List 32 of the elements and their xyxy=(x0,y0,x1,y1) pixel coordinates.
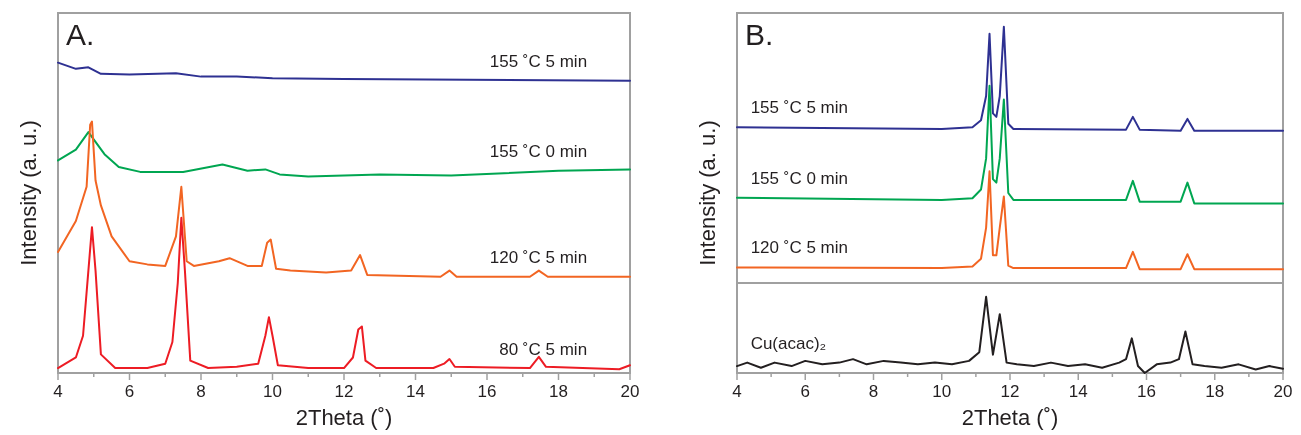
chart-title: B. xyxy=(745,18,774,51)
x-tick-label: 6 xyxy=(124,382,135,401)
x-tick-label: 4 xyxy=(53,382,63,401)
x-tick-label: 10 xyxy=(263,382,282,401)
series-label: 155 ˚C 5 min xyxy=(489,51,588,71)
x-tick-label: 8 xyxy=(868,382,879,401)
x-tick-label: 20 xyxy=(620,382,640,401)
series-label: 155 ˚C 5 min xyxy=(750,98,848,118)
x-tick-label: 10 xyxy=(932,382,952,401)
x-tick-label: 4 xyxy=(732,382,742,401)
x-tick-label: 6 xyxy=(800,382,810,401)
series-label: 155 ˚C 0 min xyxy=(750,168,848,188)
x-tick-label: 16 xyxy=(477,382,497,401)
x-tick-label: 14 xyxy=(406,382,425,401)
x-tick-label: 8 xyxy=(196,382,206,401)
chart-title: A. xyxy=(66,18,95,51)
x-tick-label: 12 xyxy=(334,382,354,401)
x-tick-label: 20 xyxy=(1273,382,1293,401)
x-tick-label: 16 xyxy=(1137,382,1156,401)
x-tick-label: 18 xyxy=(1205,382,1225,401)
x-axis-title: 2Theta (˚) xyxy=(295,405,393,430)
y-axis-title: Intensity (a. u.) xyxy=(695,120,720,266)
x-tick-label: 12 xyxy=(1000,382,1020,401)
y-axis-title: Intensity (a. u.) xyxy=(16,120,41,266)
x-axis-title: 2Theta (˚) xyxy=(961,405,1059,430)
series-label: 155 ˚C 0 min xyxy=(489,141,588,161)
series-label: 120 ˚C 5 min xyxy=(489,247,588,267)
series-label: Cu(acac)₂ xyxy=(750,333,827,353)
series-label: 120 ˚C 5 min xyxy=(750,238,848,258)
x-tick-label: 18 xyxy=(549,382,568,401)
x-tick-label: 14 xyxy=(1068,382,1088,401)
series-label: 80 ˚C 5 min xyxy=(499,340,588,360)
